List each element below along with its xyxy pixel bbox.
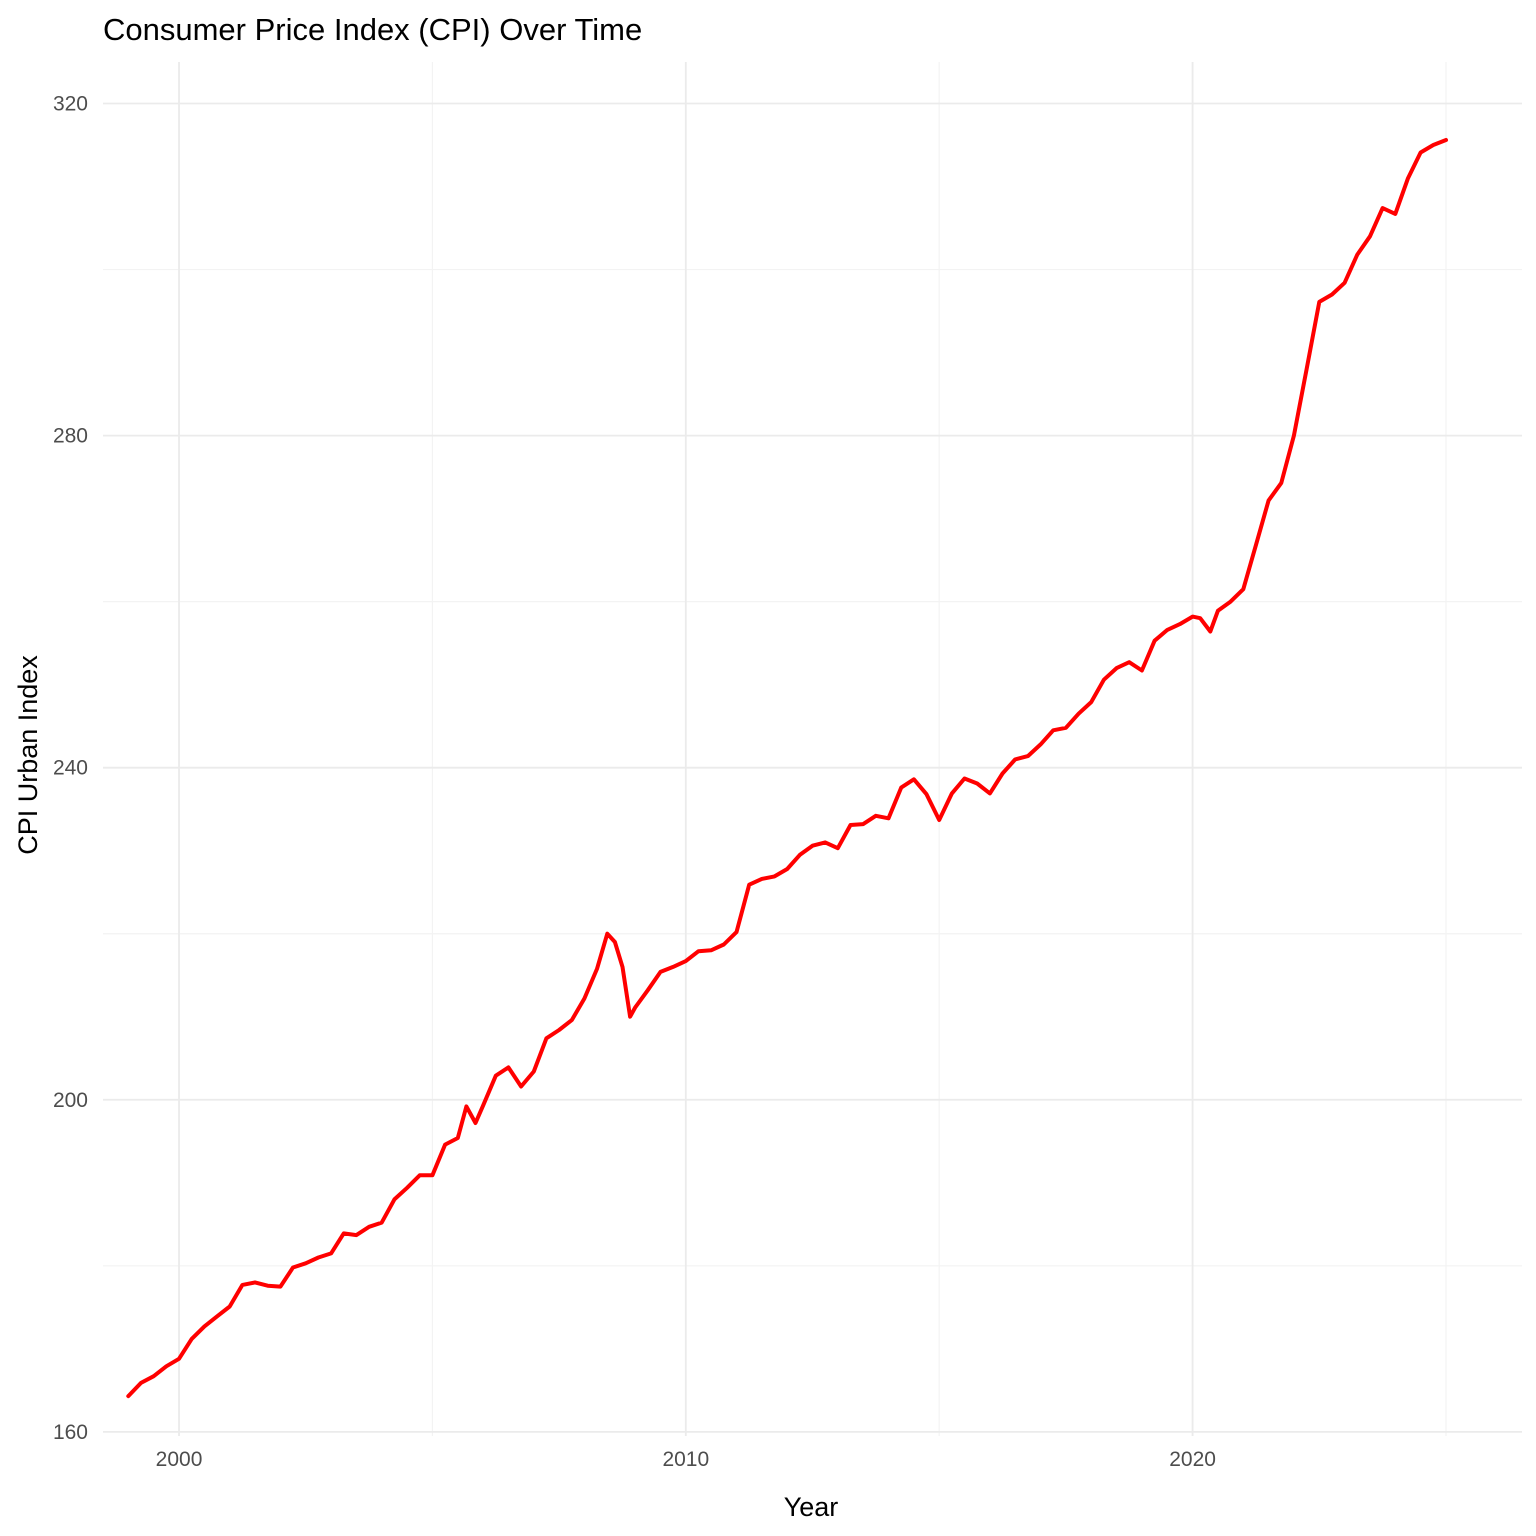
x-axis-ticks: 2000 2010 2020 xyxy=(156,1448,1216,1471)
minor-gridlines xyxy=(103,62,1522,1436)
x-tick-label: 2020 xyxy=(1169,1448,1216,1471)
x-tick-label: 2000 xyxy=(156,1448,203,1471)
y-tick-label: 200 xyxy=(53,1089,88,1112)
x-tick-label: 2010 xyxy=(662,1448,709,1471)
major-gridlines xyxy=(103,62,1522,1436)
chart-title: Consumer Price Index (CPI) Over Time xyxy=(103,12,642,47)
y-tick-label: 160 xyxy=(53,1421,88,1444)
y-axis-ticks: 160 200 240 280 320 xyxy=(53,93,88,1444)
y-axis-title: CPI Urban Index xyxy=(13,655,43,855)
y-tick-label: 240 xyxy=(53,757,88,780)
series-layer xyxy=(126,138,1448,1399)
x-axis-title: Year xyxy=(784,1492,839,1522)
y-tick-label: 280 xyxy=(53,425,88,448)
cpi-series-line xyxy=(126,138,1448,1399)
y-tick-label: 320 xyxy=(53,93,88,116)
